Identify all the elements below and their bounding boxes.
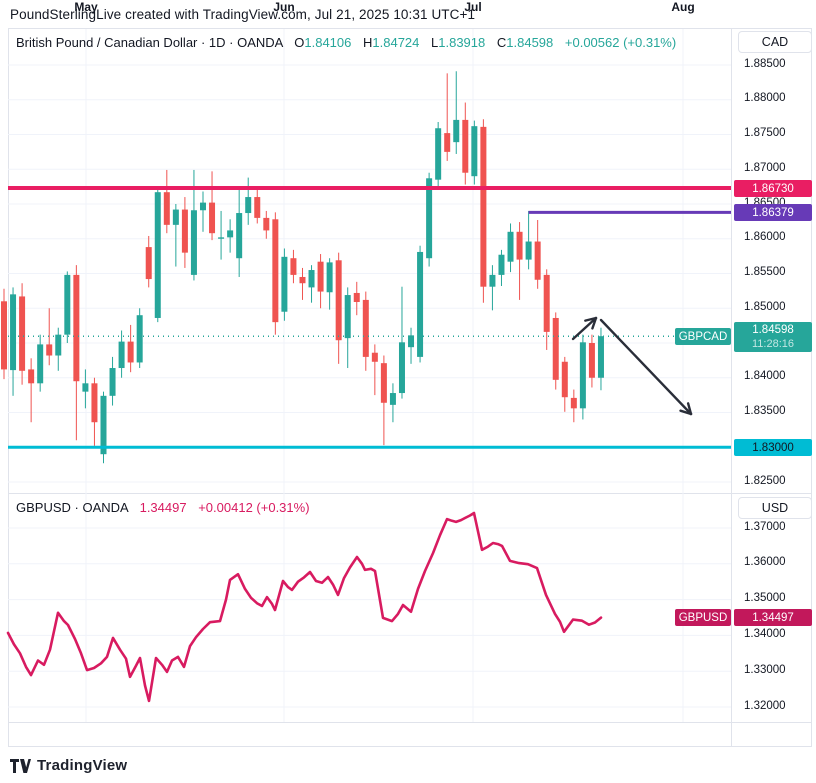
tradingview-logo-icon <box>10 758 31 773</box>
time-axis-label: Aug <box>671 0 695 14</box>
ohlc-high-value: 1.84724 <box>372 35 420 50</box>
ohlc-high-key: H <box>363 35 373 50</box>
pane2-currency-button[interactable]: USD <box>738 497 812 519</box>
price-tick-label: 1.34000 <box>744 627 786 640</box>
price-tick-label: 1.88500 <box>744 57 786 70</box>
price-tick-label: 1.85500 <box>744 266 786 278</box>
ohlc-low-key: L <box>431 35 439 50</box>
frame-right <box>811 28 812 747</box>
tradingview-attribution[interactable]: TradingView <box>10 757 127 774</box>
frame-left <box>8 28 9 747</box>
ohlc-open-value: 1.84106 <box>304 35 352 50</box>
pane-separator <box>8 493 812 494</box>
pane1-currency-button[interactable]: CAD <box>738 31 812 53</box>
tradingview-brand-text: TradingView <box>37 757 128 774</box>
price-tick-label: 1.83500 <box>744 405 786 417</box>
price-tick-label: 1.37000 <box>744 520 786 533</box>
gbpusd-symbol-tag: GBPUSD <box>675 609 731 626</box>
price-tick-label: 1.36000 <box>744 556 786 569</box>
ohlc-close-value: 1.84598 <box>506 35 554 50</box>
ohlc-close-key: C <box>496 35 507 50</box>
watermark-title: PoundSterlingLive created with TradingVi… <box>10 7 476 22</box>
pane2-last-value: 1.34497 <box>139 500 187 515</box>
gbpcad-last-price: 1.84598 <box>752 324 794 336</box>
price-tick-label: 1.32000 <box>744 699 786 712</box>
ohlc-low-value: 1.83918 <box>438 35 486 50</box>
price-tick-label: 1.87500 <box>744 127 786 139</box>
pane2-symbol-title: GBPUSD · OANDA <box>16 500 128 515</box>
price-tick-label: 1.82500 <box>744 474 786 487</box>
bar-countdown: 11:28:16 <box>751 338 794 350</box>
resistance-price-label: 1.86730 <box>734 180 812 197</box>
support-price-label: 1.83000 <box>734 439 812 456</box>
price-tick-label: 1.85000 <box>744 300 786 313</box>
gbpusd-last-price-label: 1.34497 <box>734 609 812 626</box>
price-tick-label: 1.86000 <box>744 231 786 244</box>
price-tick-label: 1.88000 <box>744 92 786 105</box>
pane2-change-value: +0.00412 (+0.31%) <box>198 500 310 515</box>
price-tick-label: 1.84000 <box>744 370 786 383</box>
gbpcad-last-price-label: 1.84598 11:28:16 <box>734 322 812 352</box>
price-tick-label: 1.87000 <box>744 161 786 174</box>
price-tick-label: 1.33000 <box>744 663 786 676</box>
pane2-legend[interactable]: GBPUSD · OANDA 1.34497 +0.00412 (+0.31%) <box>16 500 310 515</box>
pane1-change-value: +0.00562 (+0.31%) <box>564 35 677 50</box>
time-axis-separator <box>8 722 812 723</box>
pane1-legend[interactable]: British Pound / Canadian Dollar · 1D · O… <box>16 35 676 50</box>
gbpcad-symbol-tag: GBPCAD <box>675 328 731 345</box>
pane1-symbol-title: British Pound / Canadian Dollar · 1D · O… <box>16 35 283 50</box>
price-scale-separator <box>731 28 732 747</box>
frame-top <box>8 28 812 29</box>
ray-price-label: 1.86379 <box>734 204 812 221</box>
ohlc-open-key: O <box>294 35 305 50</box>
price-tick-label: 1.35000 <box>744 592 786 605</box>
frame-bottom <box>8 746 812 747</box>
